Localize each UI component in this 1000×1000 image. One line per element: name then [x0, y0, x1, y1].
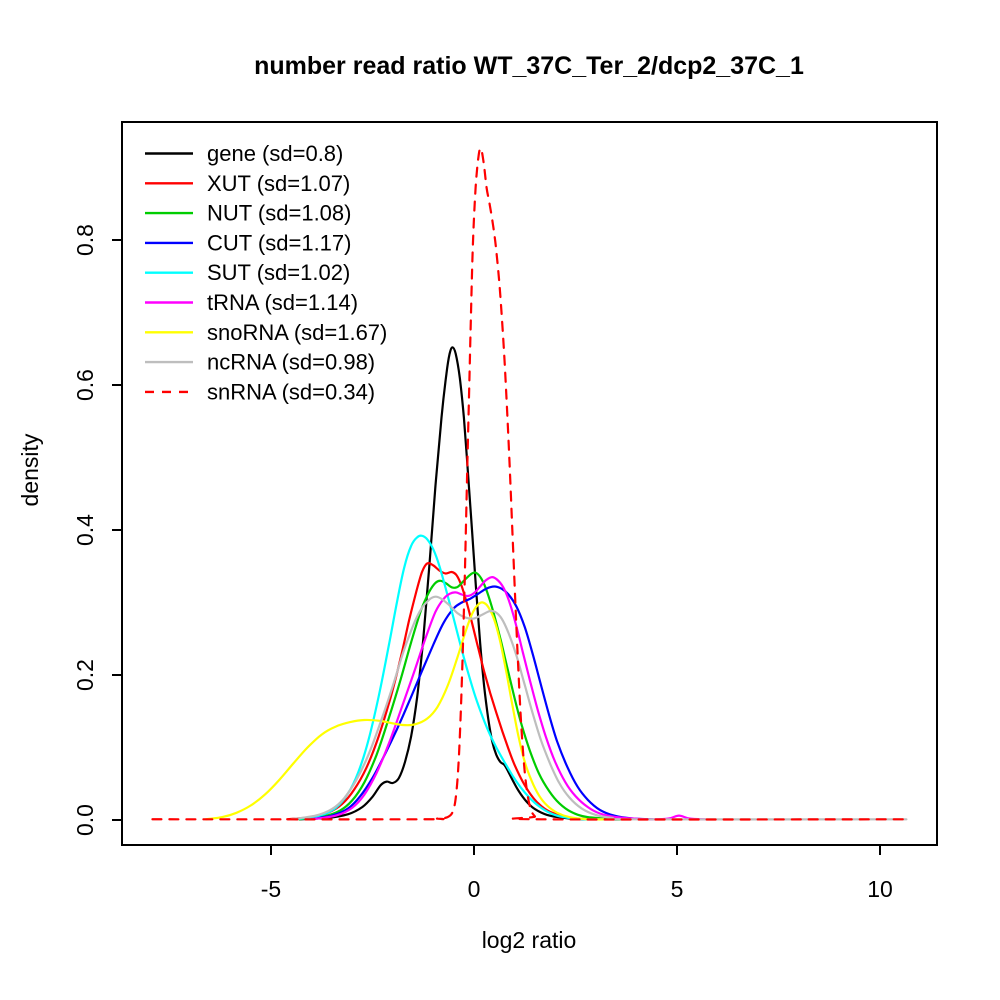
x-tick-label: -5 [261, 876, 281, 902]
y-tick-label: 0.6 [72, 369, 98, 401]
legend-label: SUT (sd=1.02) [207, 260, 350, 285]
legend-item: snRNA (sd=0.34) [145, 379, 375, 404]
legend-label: ncRNA (sd=0.98) [207, 350, 375, 375]
x-axis-title: log2 ratio [482, 927, 577, 953]
curve-SUT [294, 534, 605, 821]
legend-label: snRNA (sd=0.34) [207, 379, 375, 404]
legend-item: tRNA (sd=1.14) [145, 290, 358, 315]
curve-ncRNA [290, 595, 908, 821]
curve-snRNA [151, 147, 908, 821]
legend-item: snoRNA (sd=1.67) [145, 320, 387, 345]
legend-item: SUT (sd=1.02) [145, 260, 350, 285]
curve-NUT [298, 571, 622, 821]
curve-snoRNA [204, 601, 605, 821]
plot-box [121, 121, 938, 846]
density-curves [151, 147, 908, 821]
x-tick-label: 10 [867, 876, 893, 902]
curve-CUT [306, 585, 654, 821]
y-tick-label: 0.0 [72, 804, 98, 836]
x-tick-label: 0 [468, 876, 481, 902]
legend-label: gene (sd=0.8) [207, 141, 343, 166]
chart-title: number read ratio WT_37C_Ter_2/dcp2_37C_… [254, 52, 804, 80]
x-tick-label: 5 [671, 876, 684, 902]
legend-item: ncRNA (sd=0.98) [145, 350, 375, 375]
curve-gene [298, 346, 622, 821]
legend: gene (sd=0.8) XUT (sd=1.07) NUT (sd=1.08) C… [145, 141, 387, 404]
legend-label: NUT (sd=1.08) [207, 201, 351, 226]
legend-item: NUT (sd=1.08) [145, 201, 351, 226]
y-tick-label: 0.2 [72, 659, 98, 691]
curve-XUT [286, 561, 610, 821]
legend-item: CUT (sd=1.17) [145, 230, 351, 255]
legend-label: snoRNA (sd=1.67) [207, 320, 387, 345]
y-tick-label: 0.4 [72, 514, 98, 546]
legend-label: CUT (sd=1.17) [207, 230, 351, 255]
legend-item: XUT (sd=1.07) [145, 171, 350, 196]
legend-label: tRNA (sd=1.14) [207, 290, 358, 315]
y-tick-label: 0.8 [72, 224, 98, 256]
legend-item: gene (sd=0.8) [145, 141, 343, 166]
curve-tRNA [310, 576, 707, 821]
legend-label: XUT (sd=1.07) [207, 171, 350, 196]
y-axis-title: density [17, 433, 43, 506]
axes: -5 0 5 10 0.0 0.2 0.4 0.6 0.8 [72, 121, 938, 902]
